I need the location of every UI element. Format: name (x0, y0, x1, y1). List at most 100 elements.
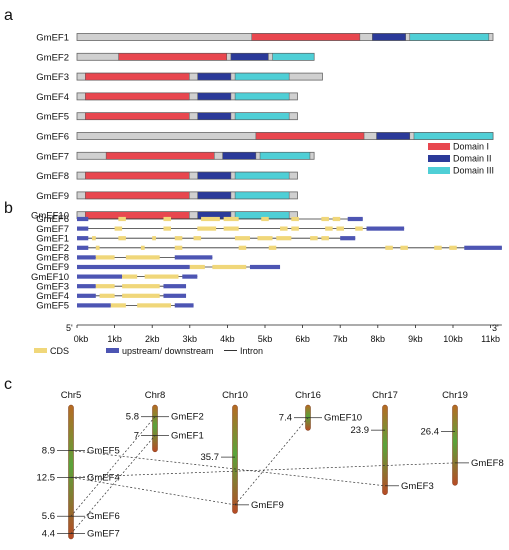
gene-label: GmEF4 (36, 291, 69, 302)
utr-block (77, 303, 111, 308)
chromosome-label: Chr17 (372, 390, 398, 401)
utr-block (77, 236, 89, 241)
utr-block (249, 264, 281, 270)
panel-a-domain-structure: GmEF1 GmEF2 GmEF3 GmEF4 GmEF5 GmEF6 GmEF7 GmEF8… (31, 33, 494, 222)
cds-block (110, 303, 126, 308)
gene-locus-label: GmEF4 (87, 472, 120, 483)
axis-tick-label: 7kb (333, 334, 348, 344)
cds-block (325, 226, 333, 231)
position-label: 7.4 (279, 413, 292, 424)
gene-locus-label: GmEF2 (171, 412, 204, 423)
cds-block (163, 216, 171, 222)
cds-block (122, 274, 138, 279)
protein-label: GmEF10 (31, 211, 69, 222)
domain-iii-block (272, 53, 315, 61)
domain-i-block (105, 152, 215, 160)
utr-block (77, 274, 123, 279)
utr-block (464, 245, 502, 250)
protein-label: GmEF4 (36, 92, 69, 103)
utr-legend-swatch (106, 348, 119, 353)
gene-locus-label: GmEF8 (471, 458, 504, 469)
position-label: 26.4 (421, 427, 440, 438)
domain-i-block (251, 33, 361, 41)
cds-block (321, 236, 329, 241)
cds-block (355, 226, 363, 231)
utr-block (347, 216, 363, 222)
domain-i-block (255, 132, 365, 140)
cds-block (268, 245, 277, 250)
cds-block (310, 236, 318, 241)
domain-ii-block (376, 132, 411, 140)
position-label: 5.6 (42, 511, 55, 522)
duplication-link (70, 416, 156, 517)
domain-ii-block (197, 171, 232, 180)
cds-block (321, 216, 329, 222)
axis-tick-label: 8kb (371, 334, 386, 344)
cds-block (122, 293, 160, 298)
cds-block (144, 274, 179, 279)
utr-block (77, 264, 190, 270)
panel-label-c: c (4, 376, 12, 393)
chromosome-label: Chr16 (295, 390, 321, 401)
axis-tick-label: 10kb (443, 334, 463, 344)
gene-label: GmEF6 (36, 214, 69, 225)
utr-block (174, 303, 194, 308)
gene-locus-label: GmEF10 (324, 413, 362, 424)
legend-label: Domain I (453, 142, 489, 152)
domain-iii-block (234, 191, 290, 200)
domain-ii-block (230, 53, 269, 61)
protein-label: GmEF1 (36, 33, 69, 44)
utr-block (77, 245, 89, 250)
domain-i-block (85, 112, 190, 120)
position-label: 8.9 (42, 446, 55, 457)
gene-label: GmEF5 (36, 301, 69, 312)
axis-tick-label: 0kb (74, 334, 89, 344)
cds-block (212, 264, 247, 270)
domain-iii-block (234, 171, 290, 180)
cds-block (238, 245, 247, 250)
protein-label: GmEF3 (36, 72, 69, 83)
panel-label-b: b (4, 200, 13, 217)
axis-tick-label: 6kb (295, 334, 310, 344)
cds-legend-label: CDS (50, 346, 69, 356)
utr-block (182, 274, 198, 279)
protein-label: GmEF6 (36, 132, 69, 143)
cds-block (125, 255, 160, 260)
duplication-link (234, 417, 309, 506)
domain-ii-block (197, 112, 232, 120)
cds-block (152, 236, 156, 241)
cds-block (137, 303, 171, 308)
cds-block (118, 236, 126, 241)
cds-block (332, 216, 341, 222)
gene-label: GmEF2 (36, 243, 69, 254)
domain-i-block (85, 171, 190, 180)
gene-locus-label: GmEF9 (251, 500, 284, 511)
domain-i-block (85, 191, 190, 200)
legend-label: Domain III (453, 166, 494, 176)
chromosome-bar (232, 404, 238, 514)
utr-block (77, 216, 89, 222)
legend-swatch (428, 167, 450, 174)
cds-block (385, 245, 393, 250)
cds-block (95, 245, 100, 250)
cds-block (223, 216, 239, 222)
duplication-link (70, 477, 236, 506)
cds-block (122, 284, 160, 289)
domain-iii-block (234, 112, 290, 120)
utr-block (174, 255, 213, 260)
utr-block (163, 293, 187, 298)
position-label: 23.9 (351, 425, 370, 436)
chromosome-label: Chr8 (145, 390, 166, 401)
cds-block (99, 293, 115, 298)
axis-tick-label: 11kb (481, 334, 500, 344)
utr-block (77, 284, 96, 289)
cds-block (336, 226, 344, 231)
domain-ii-block (197, 92, 232, 101)
gene-locus-label: GmEF5 (87, 446, 120, 457)
utr-legend-label: upstream/ downstream (122, 346, 214, 356)
gene-label: GmEF3 (36, 281, 69, 292)
protein-label: GmEF9 (36, 191, 69, 202)
cds-block (92, 236, 96, 241)
gene-label: GmEF1 (36, 233, 69, 244)
cds-block (449, 245, 457, 250)
